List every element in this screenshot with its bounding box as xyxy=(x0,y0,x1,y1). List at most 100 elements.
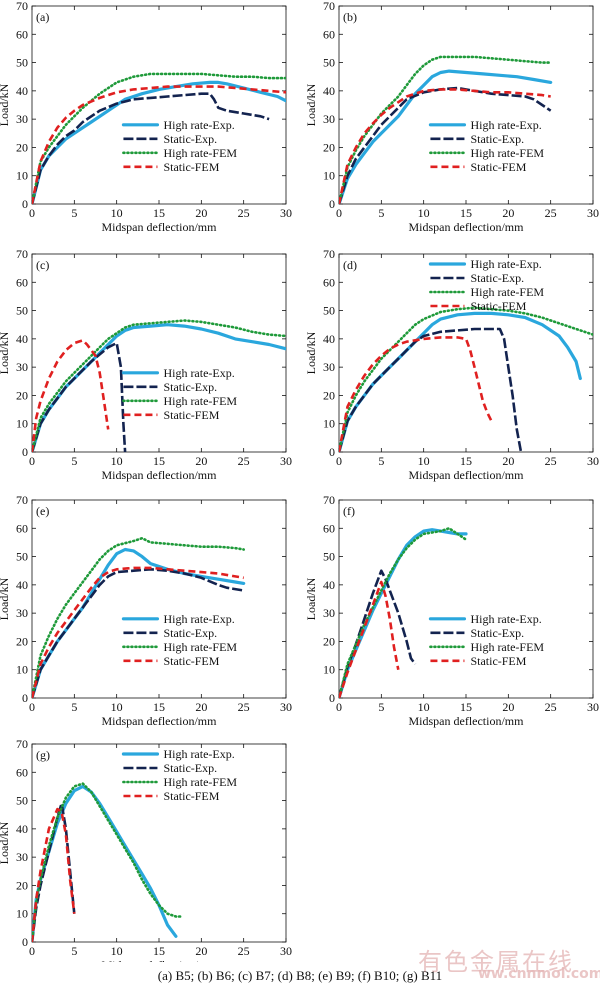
panel-f-label: (f) xyxy=(343,504,355,518)
panel-c-ytick-label: 10 xyxy=(16,417,28,431)
panel-a-series-group xyxy=(32,72,286,204)
panel-d-frame xyxy=(338,253,594,453)
panel-g-ytick-label: 10 xyxy=(16,907,28,921)
panel-c-xtick-label: 10 xyxy=(111,454,123,468)
panel-c-label: (c) xyxy=(36,258,49,272)
panel-b-series-static-exp xyxy=(339,86,552,204)
panel-b-ytick-label: 60 xyxy=(323,27,335,41)
panel-b-series-static-fem xyxy=(339,88,551,204)
panel-d-label: (d) xyxy=(343,258,357,272)
panel-b-legend-label-static-fem: Static-FEM xyxy=(470,160,526,174)
panel-f-legend-label-high-rate-fem: High rate-FEM xyxy=(470,640,544,654)
panel-b-frame xyxy=(338,5,594,205)
panel-a-ytick-label: 0 xyxy=(22,197,28,211)
panel-c-xtick-label: 5 xyxy=(71,454,77,468)
panel-g-series-high-rate-fem xyxy=(32,782,182,942)
panel-e-xtick-label: 20 xyxy=(195,700,207,714)
panel-f-legend: High rate-Exp.Static-Exp.High rate-FEMSt… xyxy=(428,612,544,668)
panel-a-series-static-exp xyxy=(32,92,270,204)
panel-a-legend: High rate-Exp.Static-Exp.High rate-FEMSt… xyxy=(121,118,237,174)
panel-b-ytick-label: 40 xyxy=(323,84,335,98)
panel-g-ytick-label: 0 xyxy=(22,935,28,949)
panel-e-legend-label-static-exp: Static-Exp. xyxy=(163,626,217,640)
panel-c-series-high-rate-exp xyxy=(32,323,286,452)
panel-d-xlabel: Midspan deflection/mm xyxy=(409,468,525,482)
panel-g-xtick-label: 20 xyxy=(195,944,207,958)
panel-g: 0 5 10 15 20 25 30 0 10 20 30 40 50 60 70 Midspan defle… xyxy=(0,737,292,972)
panel-a-series-high-rate-fem xyxy=(32,72,286,204)
panel-a-frame xyxy=(31,5,287,205)
panel-g-frame xyxy=(31,743,287,943)
panel-a-legend-label-static-exp: Static-Exp. xyxy=(163,132,217,146)
panel-c-frame xyxy=(31,253,287,453)
figure-caption: (a) B5; (b) B6; (c) B7; (d) B8; (e) B9; … xyxy=(157,968,443,983)
panel-f-xtick-label: 10 xyxy=(418,700,430,714)
panel-f-xtick-label: 0 xyxy=(336,700,342,714)
panel-d-series-group xyxy=(339,306,593,452)
panel-a-ytick-label: 10 xyxy=(16,169,28,183)
panel-g-xtick-label: 25 xyxy=(238,944,250,958)
panel-f-xtick-label: 30 xyxy=(587,700,599,714)
panel-d-ytick-label: 20 xyxy=(323,388,335,402)
panel-d-series-static-exp xyxy=(339,327,523,452)
panel-e-ytick-label: 50 xyxy=(16,550,28,564)
panel-d-ytick-label: 30 xyxy=(323,360,335,374)
panel-g-ytick-label: 40 xyxy=(16,822,28,836)
panel-g-label: (g) xyxy=(36,748,50,762)
panel-e-legend: High rate-Exp.Static-Exp.High rate-FEMSt… xyxy=(121,612,237,668)
panel-e-series-high-rate-fem xyxy=(32,536,245,698)
panel-d-legend-label-static-exp: Static-Exp. xyxy=(470,271,524,285)
panel-b: 0 5 10 15 20 25 30 0 10 20 30 40 50 60 70 Midspan defle… xyxy=(304,0,599,234)
panel-a-ytick-label: 20 xyxy=(16,140,28,154)
panel-d-series-high-rate-fem xyxy=(339,306,593,452)
panel-f-ytick-label: 20 xyxy=(323,634,335,648)
panel-b-ytick-label: 0 xyxy=(329,197,335,211)
panel-a-ylabel: Load/kN xyxy=(0,83,11,126)
panel-c-xtick-label: 15 xyxy=(153,454,165,468)
panel-b-xtick-label: 15 xyxy=(460,206,472,220)
panel-f-ytick-label: 0 xyxy=(329,691,335,705)
panel-e-series-static-fem xyxy=(32,566,244,698)
panel-a-legend-label-high-rate-exp: High rate-Exp. xyxy=(163,118,234,132)
panel-a-series-static-fem xyxy=(32,85,286,204)
panel-g-series-high-rate-exp xyxy=(32,784,178,942)
panel-d-legend-label-static-fem: Static-FEM xyxy=(470,299,526,313)
panel-g-legend: High rate-Exp.Static-Exp.High rate-FEMSt… xyxy=(121,747,237,803)
panel-g-series-group xyxy=(32,782,182,942)
panel-c-ylabel: Load/kN xyxy=(0,331,11,374)
panel-b-xtick-label: 20 xyxy=(502,206,514,220)
watermark-url: ww.cnnmol.com xyxy=(478,966,600,982)
panel-c-ytick-label: 30 xyxy=(16,360,28,374)
panel-d: 0 5 10 15 20 25 30 0 10 20 30 40 50 60 70 Midspan defle… xyxy=(304,247,599,482)
panel-f-ylabel: Load/kN xyxy=(304,577,318,620)
panel-c-ytick-label: 40 xyxy=(16,332,28,346)
panel-c-legend-label-high-rate-fem: High rate-FEM xyxy=(163,394,237,408)
panel-f-ytick-label: 50 xyxy=(323,550,335,564)
panel-g-legend-label-high-rate-fem: High rate-FEM xyxy=(163,775,237,789)
panel-c-series-group xyxy=(32,319,286,452)
panel-f-series-static-fem xyxy=(339,580,400,698)
panel-c-xtick-label: 0 xyxy=(29,454,35,468)
panel-a-ytick-label: 70 xyxy=(16,0,28,13)
panel-f-xlabel: Midspan deflection/mm xyxy=(409,714,525,728)
panel-f-xtick-label: 25 xyxy=(545,700,557,714)
panel-d-ytick-label: 60 xyxy=(323,275,335,289)
panel-g-legend-label-static-fem: Static-FEM xyxy=(163,789,219,803)
panel-b-xlabel: Midspan deflection/mm xyxy=(409,220,525,234)
panel-a: 0 5 10 15 20 25 30 0 10 20 30 40 50 60 70 Midspan defle… xyxy=(0,0,292,234)
panel-f-ytick-label: 10 xyxy=(323,663,335,677)
panel-f-legend-label-static-exp: Static-Exp. xyxy=(470,626,524,640)
panel-f-legend-label-static-fem: Static-FEM xyxy=(470,654,526,668)
panel-g-ylabel: Load/kN xyxy=(0,821,11,864)
panel-b-xtick-label: 25 xyxy=(545,206,557,220)
panel-g-xtick-label: 0 xyxy=(29,944,35,958)
panel-c-xlabel: Midspan deflection/mm xyxy=(102,468,218,482)
panel-g-ytick-label: 70 xyxy=(16,737,28,751)
panel-d-xtick-label: 0 xyxy=(336,454,342,468)
panel-a-xtick-label: 15 xyxy=(153,206,165,220)
panel-a-label: (a) xyxy=(36,10,49,24)
panel-g-xtick-label: 10 xyxy=(111,944,123,958)
panel-f-legend-label-high-rate-exp: High rate-Exp. xyxy=(470,612,541,626)
panel-b-legend: High rate-Exp.Static-Exp.High rate-FEMSt… xyxy=(428,118,544,174)
panel-a-ytick-label: 30 xyxy=(16,112,28,126)
